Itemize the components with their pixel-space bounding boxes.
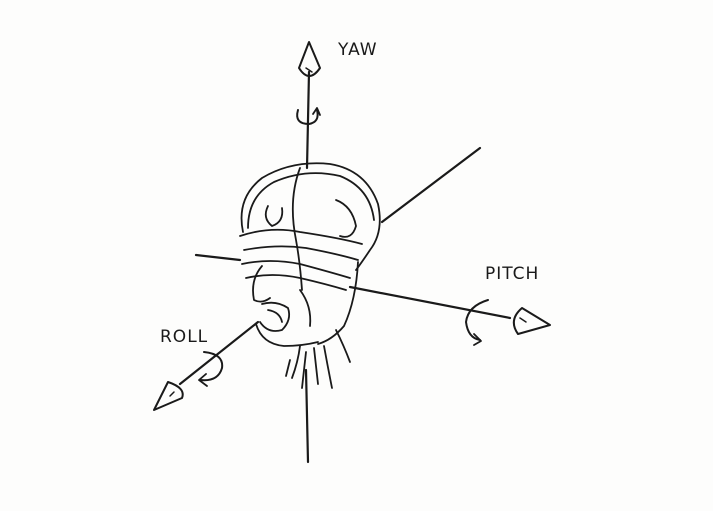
yaw-label: YAW xyxy=(338,40,378,60)
brow-band xyxy=(239,228,363,245)
pitch-label: PITCH xyxy=(485,264,540,284)
neck-line-1 xyxy=(313,347,319,385)
eye-band xyxy=(241,260,351,279)
roll-label: ROLL xyxy=(160,327,209,347)
neck-line-2 xyxy=(323,345,333,389)
yaw-rotation-arrow xyxy=(296,109,319,125)
brow-band-lower xyxy=(243,245,359,261)
yaw-arrowhead xyxy=(298,41,321,77)
neck-right xyxy=(335,329,351,363)
roll-arrowhead-mark xyxy=(169,391,175,397)
left-temple-mark xyxy=(264,205,284,227)
pitch-axis xyxy=(194,253,551,346)
yaw-arrowhead-mark xyxy=(305,67,313,73)
neck-left xyxy=(291,345,301,379)
pitch-arrowhead xyxy=(512,307,551,335)
yaw-axis-line-upper xyxy=(305,70,311,170)
mouth xyxy=(259,301,291,332)
pitch-axis-line-right xyxy=(348,285,512,320)
mouth-inner xyxy=(267,309,283,323)
head-sketch xyxy=(239,162,381,389)
yaw-axis xyxy=(296,41,321,464)
roll-axis-line-front xyxy=(178,320,260,386)
neck-line-4 xyxy=(285,359,291,377)
pitch-rotation-arrowtip xyxy=(473,333,482,346)
roll-rotation-arrowtip xyxy=(198,373,208,387)
roll-axis-line-back xyxy=(380,146,482,224)
roll-arrowhead xyxy=(153,381,184,411)
pitch-axis-line-left xyxy=(194,253,242,262)
right-temple-mark xyxy=(335,199,357,238)
head-center-line xyxy=(291,167,303,291)
cheek-line xyxy=(299,289,312,327)
roll-rotation-arrow xyxy=(199,351,224,382)
pitch-rotation-arrow xyxy=(465,299,489,341)
pitch-arrowhead-mark xyxy=(519,317,527,323)
cranium-outline-2 xyxy=(247,172,375,229)
neck-line-3 xyxy=(301,351,307,389)
cranium-outline xyxy=(240,162,381,271)
nose xyxy=(252,265,271,303)
eye-band-lower xyxy=(245,274,347,291)
yaw-axis-line-lower xyxy=(304,368,310,464)
yaw-rotation-arrowtip xyxy=(312,107,321,116)
roll-axis xyxy=(153,146,482,411)
jaw xyxy=(255,323,319,347)
face-side xyxy=(317,261,359,345)
